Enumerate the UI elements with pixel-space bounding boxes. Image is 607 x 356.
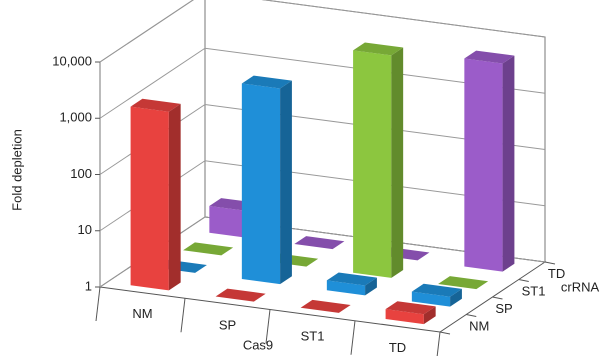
bar-top [385, 301, 436, 315]
x-tick-label: TD [389, 340, 406, 355]
bar-side [502, 55, 515, 272]
bar-top [241, 75, 292, 89]
bar-side [391, 47, 404, 278]
bar [385, 301, 436, 325]
x-divider [265, 309, 271, 344]
bar-front [464, 58, 503, 272]
y-tick-label: 10 [78, 222, 92, 237]
y-axis-title: Fold depletion [9, 129, 24, 211]
depth-divider [518, 279, 529, 282]
bar-top [438, 276, 489, 290]
depth-axis-title: crRNA [561, 279, 600, 294]
bar-front [353, 50, 392, 278]
bar-front [209, 205, 248, 238]
bar-top [300, 299, 351, 313]
bar-top [215, 288, 266, 302]
depth-tick-label: ST1 [522, 284, 546, 299]
bar-top [353, 42, 404, 56]
x-divider [436, 331, 441, 356]
bar [411, 283, 462, 307]
x-tick-label: NM [132, 306, 152, 321]
bar [130, 98, 181, 291]
x-tick-label: ST1 [301, 329, 325, 344]
y-tick-label: 1,000 [59, 110, 92, 125]
x-divider [180, 298, 186, 333]
bar-side [423, 306, 436, 325]
bar [241, 75, 292, 285]
bar-top [183, 242, 234, 256]
bar [464, 50, 515, 272]
x-axis-title: Cas9 [243, 337, 273, 352]
y-tick-label: 10,000 [52, 53, 92, 68]
depth-divider [492, 296, 503, 300]
bar [215, 288, 266, 302]
bar [300, 299, 351, 313]
bar-front [385, 309, 424, 325]
bar-top [464, 50, 515, 64]
x-divider [350, 320, 356, 355]
depth-tick-label: TD [548, 266, 565, 281]
depth-divider [466, 314, 477, 317]
x-divider [95, 286, 101, 322]
bar-front [326, 280, 366, 296]
x-tick-label: SP [219, 317, 236, 332]
bar-side [365, 277, 377, 296]
bar [438, 276, 489, 290]
bar-front [411, 291, 451, 307]
bar-side [450, 288, 462, 307]
bar [294, 236, 345, 250]
y-tick-label: 100 [70, 166, 92, 181]
depth-divider [544, 261, 556, 265]
bar-side [168, 103, 181, 291]
bar-front [130, 106, 169, 291]
bar-side [280, 80, 292, 285]
bar-front [241, 83, 281, 285]
bar [353, 42, 404, 278]
depth-tick-label: SP [495, 301, 512, 316]
y-tick-label: 1 [85, 278, 92, 293]
bar-top [130, 98, 181, 112]
bar-top [411, 283, 462, 297]
depth-tick-label: NM [469, 319, 489, 334]
bar-top [326, 272, 377, 286]
bar [183, 242, 234, 256]
grid-line [99, 0, 546, 63]
bar [326, 272, 377, 296]
grid-line [99, 47, 546, 119]
depth-divider [439, 331, 451, 335]
bar-top [294, 236, 345, 250]
